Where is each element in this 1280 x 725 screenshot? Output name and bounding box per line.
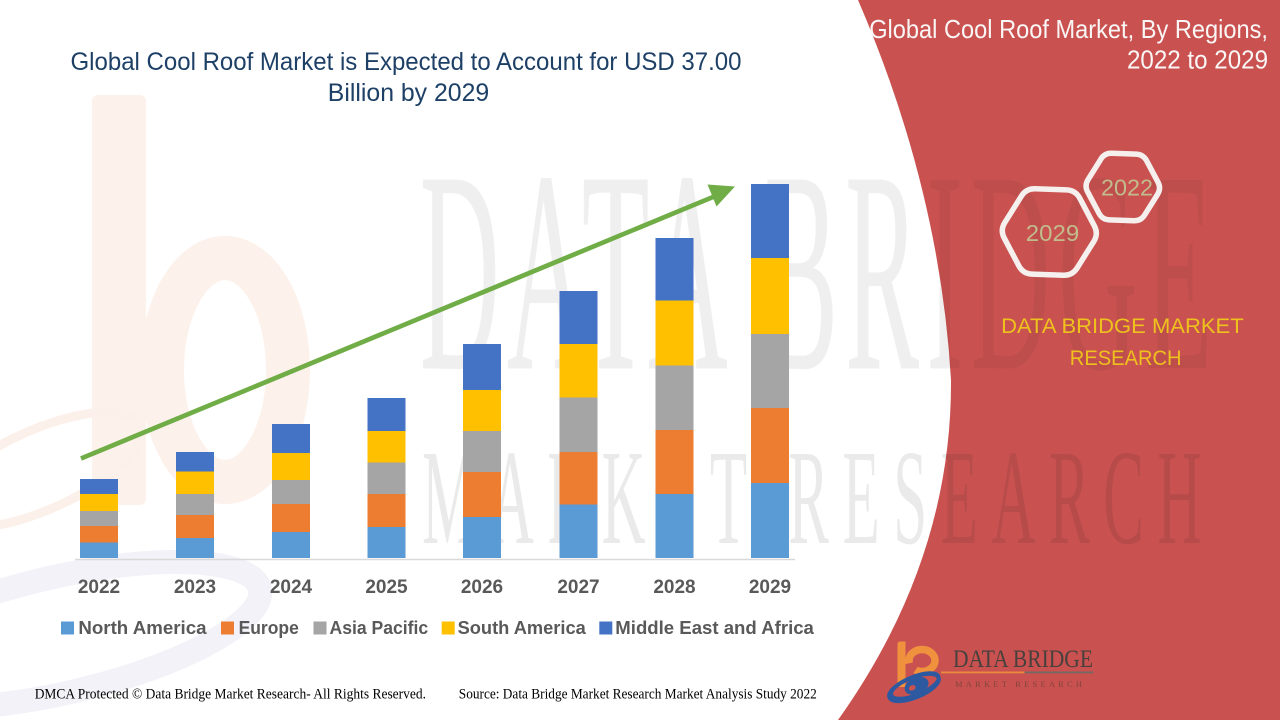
svg-text:Asia Pacific: Asia Pacific	[330, 618, 429, 638]
svg-text:2028: 2028	[653, 577, 695, 598]
svg-text:2025: 2025	[365, 577, 408, 598]
svg-text:Middle East and Africa: Middle East and Africa	[615, 618, 815, 638]
svg-text:2022: 2022	[78, 577, 120, 598]
svg-text:2029: 2029	[1026, 220, 1079, 246]
svg-text:2022 to 2029: 2022 to 2029	[1127, 45, 1268, 75]
svg-text:DATA BRIDGE MARKET: DATA BRIDGE MARKET	[1001, 315, 1244, 338]
svg-text:2026: 2026	[461, 577, 503, 598]
svg-text:2022: 2022	[1101, 175, 1153, 201]
svg-text:RESEARCH: RESEARCH	[1070, 347, 1182, 370]
svg-text:South America: South America	[458, 618, 587, 638]
svg-text:2024: 2024	[270, 577, 313, 598]
svg-text:DMCA Protected © Data Bridge M: DMCA Protected © Data Bridge Market Rese…	[35, 687, 426, 703]
svg-text:2029: 2029	[749, 577, 791, 598]
svg-text:Source: Data Bridge Market Res: Source: Data Bridge Market Research Mark…	[459, 687, 817, 703]
svg-text:Global Cool Roof Market is Exp: Global Cool Roof Market is Expected to A…	[71, 48, 742, 76]
svg-text:Billion by 2029: Billion by 2029	[328, 79, 489, 107]
svg-text:Global Cool Roof Market, By Re: Global Cool Roof Market, By Regions,	[869, 14, 1268, 44]
svg-text:2027: 2027	[557, 577, 599, 598]
svg-text:2023: 2023	[174, 577, 216, 598]
svg-text:Europe: Europe	[239, 618, 299, 638]
svg-text:DATA BRIDGE: DATA BRIDGE	[953, 646, 1093, 673]
svg-text:North America: North America	[78, 618, 207, 638]
svg-text:MARKET RESEARCH: MARKET RESEARCH	[955, 679, 1085, 689]
